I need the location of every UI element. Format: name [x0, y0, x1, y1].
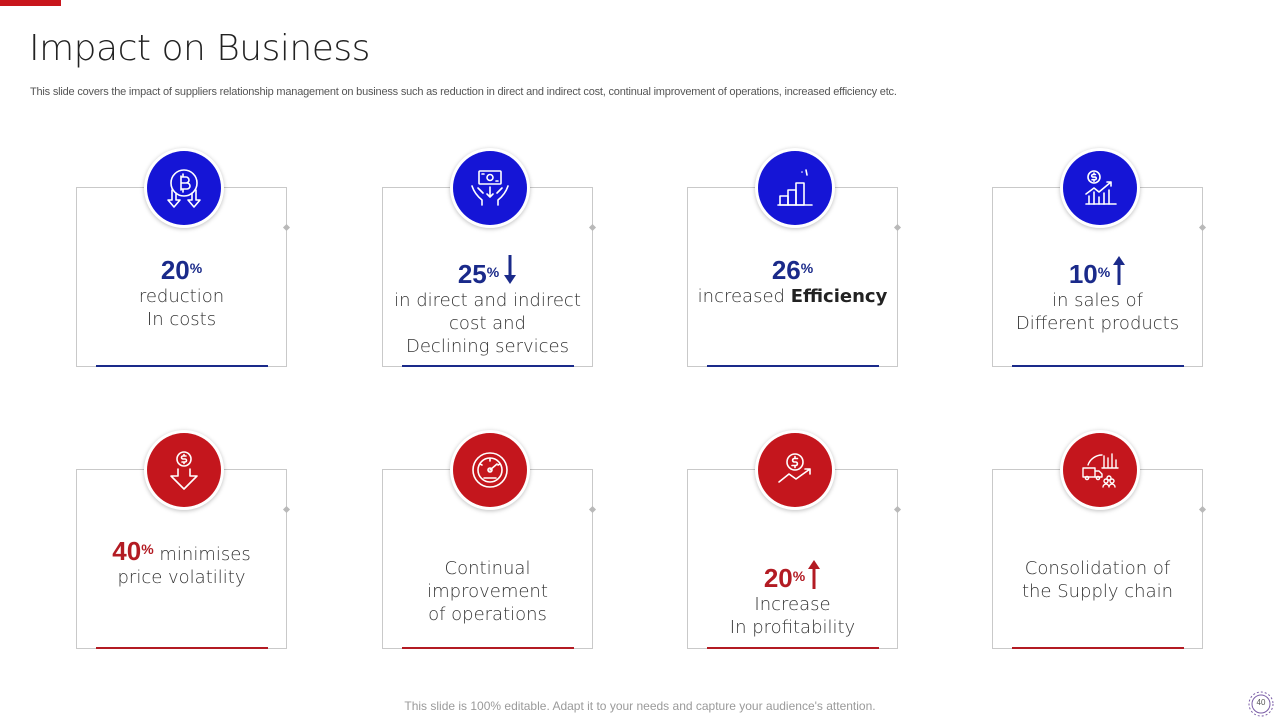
cash-hands-icon: [471, 170, 509, 206]
card-supply-chain: Consolidation of the Supply chain: [968, 413, 1207, 695]
icon-badge: [144, 148, 224, 228]
icon-badge: [1060, 430, 1140, 510]
card-underline: [402, 365, 574, 367]
percent-value: 10%: [1068, 259, 1111, 289]
speedometer-icon: [472, 452, 508, 488]
percent-value: 25%: [457, 259, 500, 289]
card-text: 10% in sales of Different products: [992, 255, 1203, 335]
percent-value: 20%: [160, 255, 203, 285]
card-text: Consolidation of the Supply chain: [1021, 558, 1174, 602]
accent-bar: [0, 0, 61, 6]
card-underline: [707, 647, 879, 649]
page-number-badge: 40: [1247, 690, 1275, 718]
card-underline: [707, 365, 879, 367]
card-cost-reduction: 20% reduction In costs: [52, 131, 291, 413]
icon-badge: [144, 430, 224, 510]
up-arrow-icon: [1113, 256, 1126, 285]
card-sales: 10% in sales of Different products: [968, 131, 1207, 413]
card-direct-indirect-cost: 25% in direct and indirect cost and Decl…: [358, 131, 597, 413]
card-text: 20% reduction In costs: [138, 255, 225, 330]
card-text: 26% increased Efficiency: [697, 255, 888, 307]
dollar-chart-icon: [1085, 170, 1117, 205]
card-profitability: 20% Increase In profitability: [663, 413, 902, 695]
card-text: 20% Increase In profitability: [687, 559, 898, 639]
dollar-trend-icon: [778, 453, 811, 483]
footer-note: This slide is 100% editable. Adapt it to…: [404, 699, 876, 713]
page-number: 40: [1256, 698, 1266, 707]
icon-badge: [1060, 148, 1140, 228]
card-text: 25% in direct and indirect cost and Decl…: [382, 255, 593, 358]
icon-badge: [450, 430, 530, 510]
up-arrow-icon: [808, 560, 821, 589]
gear-icon: [1248, 691, 1274, 717]
icon-badge: [450, 148, 530, 228]
icon-badge: [755, 148, 835, 228]
page-subtitle: This slide covers the impact of supplier…: [30, 86, 897, 98]
card-underline: [1012, 365, 1184, 367]
icon-badge: [755, 430, 835, 510]
card-continual-improvement: Continual improvement of operations: [358, 413, 597, 695]
percent-value: 26%: [771, 255, 814, 285]
card-underline: [1012, 647, 1184, 649]
card-underline: [96, 647, 268, 649]
percent-value: 20%: [763, 563, 806, 593]
bar-growth-icon: [777, 169, 813, 206]
bitcoin-down-icon: [167, 169, 201, 208]
card-efficiency: 26% increased Efficiency: [663, 131, 902, 413]
percent-value: 40%: [112, 536, 154, 566]
card-text: 40% minimises price volatility: [112, 536, 251, 588]
dollar-down-icon: [170, 451, 198, 490]
card-underline: [402, 647, 574, 649]
page-title: Impact on Business: [29, 28, 370, 69]
down-arrow-icon: [504, 255, 517, 284]
card-text: Continual improvement of operations: [427, 558, 548, 625]
supply-chain-icon: [1082, 453, 1119, 488]
card-price-volatility: 40% minimises price volatility: [52, 413, 291, 695]
card-underline: [96, 365, 268, 367]
